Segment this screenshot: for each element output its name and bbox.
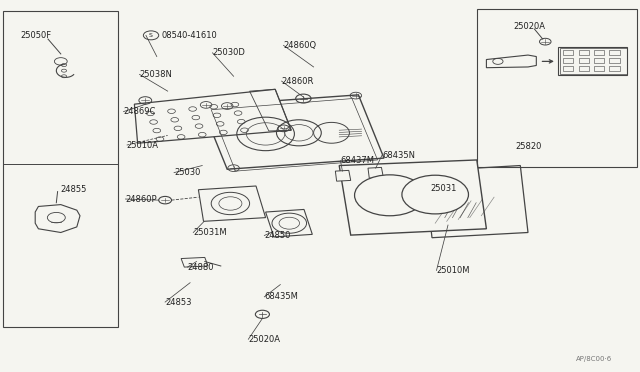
Text: 24855: 24855 xyxy=(61,185,87,194)
Polygon shape xyxy=(134,89,291,143)
Polygon shape xyxy=(368,167,383,178)
Bar xyxy=(609,50,620,55)
Polygon shape xyxy=(198,186,266,221)
Polygon shape xyxy=(486,55,536,68)
Text: 24860P: 24860P xyxy=(125,195,157,203)
Text: 24880: 24880 xyxy=(188,263,214,272)
Bar xyxy=(579,50,589,55)
Text: 68435N: 68435N xyxy=(382,151,415,160)
Text: 24860Q: 24860Q xyxy=(284,41,317,50)
Polygon shape xyxy=(35,205,80,232)
Text: 25050F: 25050F xyxy=(20,31,52,40)
Bar xyxy=(563,50,573,55)
Text: 25020A: 25020A xyxy=(248,335,280,344)
Polygon shape xyxy=(266,209,312,237)
Text: 24869C: 24869C xyxy=(124,107,156,116)
Text: 25031: 25031 xyxy=(430,184,456,193)
Text: 68437M: 68437M xyxy=(340,156,374,165)
Text: 25030: 25030 xyxy=(174,168,200,177)
Polygon shape xyxy=(424,166,528,238)
Text: 25020A: 25020A xyxy=(513,22,545,31)
Text: AP/8C00·6: AP/8C00·6 xyxy=(576,356,612,362)
Text: 68435M: 68435M xyxy=(264,292,298,301)
Text: S: S xyxy=(149,33,153,38)
Circle shape xyxy=(355,175,425,216)
Text: 24850: 24850 xyxy=(264,231,291,240)
Text: 25010M: 25010M xyxy=(436,266,470,275)
Bar xyxy=(579,66,589,71)
Bar xyxy=(3,11,118,327)
Text: 24860R: 24860R xyxy=(282,77,314,86)
Text: 25030D: 25030D xyxy=(212,48,245,57)
Bar xyxy=(560,48,627,74)
Text: 25038N: 25038N xyxy=(140,70,172,79)
Bar xyxy=(563,66,573,71)
Text: 08540-41610: 08540-41610 xyxy=(162,31,218,40)
Polygon shape xyxy=(335,170,351,181)
Bar xyxy=(609,58,620,63)
Circle shape xyxy=(402,175,468,214)
Bar xyxy=(594,58,604,63)
Bar xyxy=(609,66,620,71)
Text: 25031M: 25031M xyxy=(193,228,227,237)
Polygon shape xyxy=(339,160,486,235)
Bar xyxy=(563,58,573,63)
Bar xyxy=(477,9,637,167)
Bar xyxy=(594,50,604,55)
Bar xyxy=(558,47,627,75)
Text: 24853: 24853 xyxy=(165,298,191,307)
Polygon shape xyxy=(202,95,384,169)
Text: 25820: 25820 xyxy=(515,142,541,151)
Bar xyxy=(579,58,589,63)
Text: 25010A: 25010A xyxy=(127,141,159,150)
Bar xyxy=(594,66,604,71)
Polygon shape xyxy=(181,257,208,267)
